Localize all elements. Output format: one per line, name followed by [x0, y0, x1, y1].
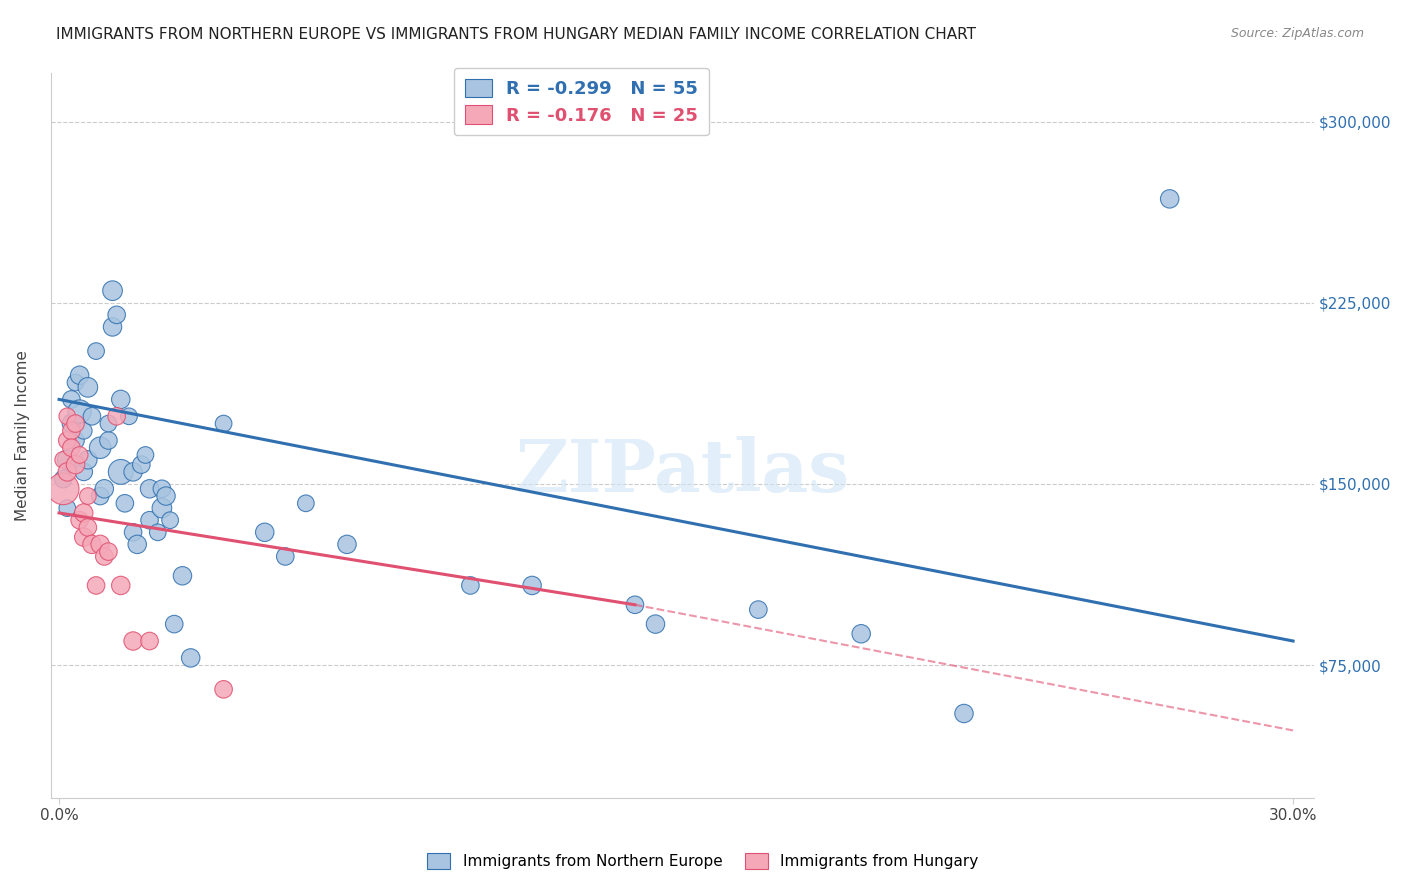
Text: IMMIGRANTS FROM NORTHERN EUROPE VS IMMIGRANTS FROM HUNGARY MEDIAN FAMILY INCOME : IMMIGRANTS FROM NORTHERN EUROPE VS IMMIG…: [56, 27, 976, 42]
Point: [163, 617, 186, 632]
Point: [56, 465, 79, 479]
Point: [172, 568, 194, 582]
Point: [295, 496, 318, 510]
Point: [146, 525, 169, 540]
Point: [138, 634, 160, 648]
Point: [460, 578, 482, 592]
Point: [122, 465, 145, 479]
Point: [52, 452, 75, 467]
Point: [624, 598, 647, 612]
Point: [101, 320, 124, 334]
Point: [122, 634, 145, 648]
Point: [150, 482, 173, 496]
Point: [56, 452, 79, 467]
Point: [159, 513, 181, 527]
Point: [65, 434, 87, 448]
Point: [253, 525, 276, 540]
Point: [60, 417, 83, 431]
Text: ZIPatlas: ZIPatlas: [515, 436, 849, 508]
Point: [73, 506, 96, 520]
Point: [644, 617, 666, 632]
Point: [60, 441, 83, 455]
Point: [52, 482, 75, 496]
Point: [73, 465, 96, 479]
Point: [849, 627, 872, 641]
Point: [110, 578, 132, 592]
Point: [953, 706, 976, 721]
Legend: Immigrants from Northern Europe, Immigrants from Hungary: Immigrants from Northern Europe, Immigra…: [422, 847, 984, 875]
Point: [93, 482, 115, 496]
Point: [76, 520, 98, 534]
Point: [150, 501, 173, 516]
Point: [118, 409, 141, 424]
Point: [69, 368, 91, 383]
Point: [56, 434, 79, 448]
Point: [122, 525, 145, 540]
Point: [134, 448, 156, 462]
Point: [80, 537, 103, 551]
Point: [747, 602, 769, 616]
Point: [114, 496, 136, 510]
Point: [52, 472, 75, 486]
Point: [80, 409, 103, 424]
Point: [69, 513, 91, 527]
Point: [84, 578, 107, 592]
Point: [110, 465, 132, 479]
Point: [60, 424, 83, 438]
Point: [69, 448, 91, 462]
Point: [105, 409, 128, 424]
Point: [89, 537, 111, 551]
Text: Source: ZipAtlas.com: Source: ZipAtlas.com: [1230, 27, 1364, 40]
Point: [69, 404, 91, 418]
Point: [76, 452, 98, 467]
Point: [131, 458, 153, 472]
Point: [60, 392, 83, 407]
Point: [84, 344, 107, 359]
Point: [212, 682, 235, 697]
Point: [105, 308, 128, 322]
Point: [180, 651, 202, 665]
Point: [138, 482, 160, 496]
Point: [73, 424, 96, 438]
Point: [56, 501, 79, 516]
Point: [97, 417, 120, 431]
Point: [65, 458, 87, 472]
Point: [93, 549, 115, 564]
Legend: R = -0.299   N = 55, R = -0.176   N = 25: R = -0.299 N = 55, R = -0.176 N = 25: [454, 68, 709, 136]
Point: [274, 549, 297, 564]
Point: [110, 392, 132, 407]
Y-axis label: Median Family Income: Median Family Income: [15, 351, 30, 521]
Point: [73, 530, 96, 544]
Point: [138, 513, 160, 527]
Point: [97, 434, 120, 448]
Point: [97, 544, 120, 558]
Point: [155, 489, 177, 503]
Point: [520, 578, 543, 592]
Point: [56, 409, 79, 424]
Point: [76, 380, 98, 394]
Point: [127, 537, 149, 551]
Point: [76, 489, 98, 503]
Point: [89, 489, 111, 503]
Point: [89, 441, 111, 455]
Point: [1159, 192, 1181, 206]
Point: [212, 417, 235, 431]
Point: [101, 284, 124, 298]
Point: [65, 417, 87, 431]
Point: [336, 537, 359, 551]
Point: [65, 376, 87, 390]
